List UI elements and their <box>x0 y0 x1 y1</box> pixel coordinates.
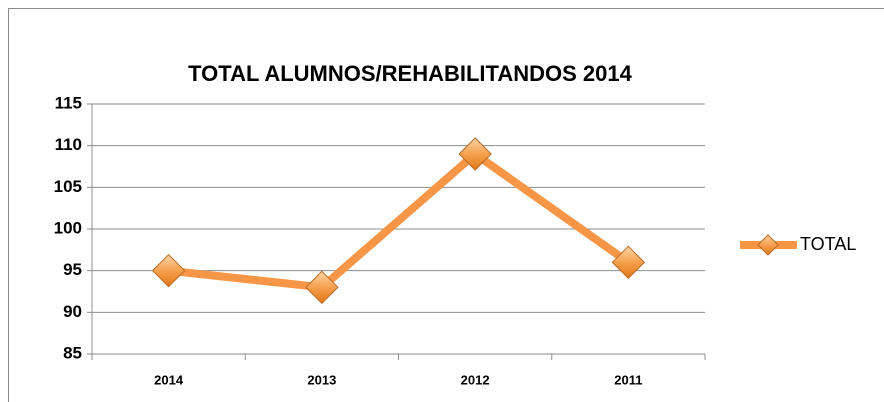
line <box>164 150 633 292</box>
y-tick-label: 100 <box>54 218 82 237</box>
x-tick-label: 2014 <box>154 372 184 387</box>
legend-marker <box>757 234 779 256</box>
y-tick-label: 85 <box>63 343 82 362</box>
marker <box>458 137 492 171</box>
y-tick-label: 105 <box>54 177 82 196</box>
x-tick-label: 2011 <box>614 372 642 387</box>
y-tick-label: 90 <box>63 302 82 321</box>
y-tick-label: 110 <box>55 135 82 154</box>
chart-title: TOTAL ALUMNOS/REHABILITANDOS 2014 <box>188 61 632 86</box>
marker <box>611 245 646 280</box>
legend-label: TOTAL <box>800 234 856 254</box>
marker <box>151 253 186 288</box>
marker <box>305 270 339 305</box>
x-tick-label: 2013 <box>307 372 336 387</box>
y-tick-label: 95 <box>63 260 82 279</box>
x-tick-label: 2012 <box>461 372 490 387</box>
y-tick-label: 115 <box>55 93 82 112</box>
chart-frame <box>8 8 884 402</box>
